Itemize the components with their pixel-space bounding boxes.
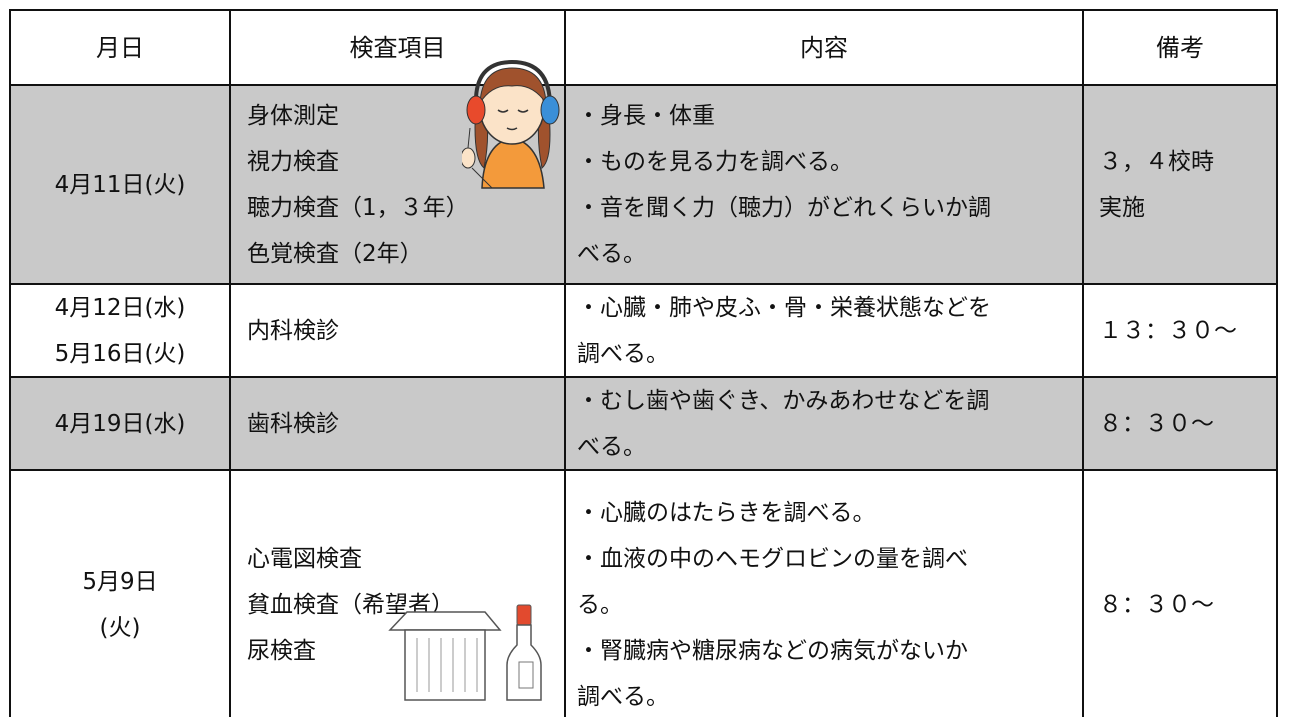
- cell-text: ・身長・体重: [577, 102, 715, 129]
- cell-text: 歯科検診: [247, 410, 339, 437]
- cell-text: ８：３０～: [1099, 592, 1214, 618]
- cell-text: 視力検査: [247, 148, 339, 175]
- cell-text: (火): [99, 615, 141, 641]
- cell-text: ８：３０～: [1099, 410, 1214, 437]
- row-border: [9, 84, 1278, 86]
- row-border: [9, 469, 1278, 471]
- urine-test-illustration: [388, 604, 542, 701]
- header-text: 月日: [96, 33, 144, 62]
- column-border: [9, 10, 11, 717]
- cell-text: 色覚検査（2年）: [247, 240, 423, 267]
- cell-text: 尿検査: [247, 638, 316, 664]
- cell-text: 実施: [1099, 194, 1145, 221]
- cell-text: 聴力検査（1，３年）: [247, 194, 469, 221]
- cell-text: ３，４校時: [1099, 148, 1214, 175]
- cell-text: ・音を聞く力（聴力）がどれくらいか調: [577, 194, 991, 221]
- header-cell: 内容: [565, 10, 1083, 85]
- row-border: [9, 376, 1278, 378]
- column-border: [1082, 10, 1084, 717]
- note-cell: １３：３０～: [1083, 284, 1277, 377]
- content-cell: ・心臓・肺や皮ふ・骨・栄養状態などを 調べる。: [565, 284, 1083, 377]
- cell-text: べる。: [577, 433, 646, 460]
- content-cell: ・むし歯や歯ぐき、かみあわせなどを調 べる。: [565, 377, 1083, 470]
- cell-text: ・腎臓病や糖尿病などの病気がないか: [577, 638, 968, 664]
- note-cell: ３，４校時実施: [1083, 85, 1277, 284]
- row-background: [10, 85, 1277, 284]
- column-border: [564, 10, 566, 717]
- cell-text: ・心臓のはたらきを調べる。: [577, 500, 876, 526]
- cell-text: １３：３０～: [1099, 317, 1237, 344]
- date-cell: 4月11日(火): [10, 85, 230, 284]
- cell-text: 調べる。: [577, 340, 669, 367]
- header-cell: 検査項目: [230, 10, 565, 85]
- cell-text: 心電図検査: [247, 546, 362, 572]
- cell-text: 身体測定: [247, 102, 339, 129]
- row-border: [9, 9, 1278, 11]
- column-border: [229, 10, 231, 717]
- content-cell: ・心臓のはたらきを調べる。・血液の中のヘモグロビンの量を調べ る。・腎臓病や糖尿病…: [565, 470, 1083, 717]
- cell-text: ・血液の中のヘモグロビンの量を調べ: [577, 546, 968, 572]
- cell-text: る。: [577, 592, 623, 618]
- date-cell: 4月12日(水) 5月16日(火): [10, 284, 230, 377]
- cell-text: 調べる。: [577, 684, 669, 710]
- header-text: 備考: [1156, 33, 1204, 62]
- cell-text: 4月12日(水): [54, 294, 186, 321]
- note-cell: ８：３０～: [1083, 470, 1277, 717]
- date-cell: 4月19日(水): [10, 377, 230, 470]
- girl-illustration: [462, 59, 560, 189]
- header-text: 検査項目: [349, 33, 446, 62]
- cell-text: 5月16日(火): [54, 340, 186, 367]
- cell-text: 5月9日: [82, 569, 158, 595]
- header-cell: 月日: [10, 10, 230, 85]
- items-cell: 身体測定視力検査聴力検査（1，３年） 色覚検査（2年）: [230, 85, 565, 284]
- cell-text: 4月19日(水): [54, 410, 186, 437]
- header-cell: 備考: [1083, 10, 1277, 85]
- row-background: [10, 377, 1277, 470]
- cell-text: べる。: [577, 240, 646, 267]
- content-cell: ・身長・体重・ものを見る力を調べる。・音を聞く力（聴力）がどれくらいか調 べる。: [565, 85, 1083, 284]
- items-cell: 心電図検査 貧血検査（希望者） 尿検査: [230, 470, 565, 717]
- note-cell: ８：３０～: [1083, 377, 1277, 470]
- items-cell: 歯科検診: [230, 377, 565, 470]
- header-text: 内容: [800, 33, 848, 62]
- items-cell: 内科検診: [230, 284, 565, 377]
- column-border: [1276, 10, 1278, 717]
- cell-text: 4月11日(火): [54, 171, 186, 198]
- cell-text: ・心臓・肺や皮ふ・骨・栄養状態などを: [577, 294, 991, 321]
- cell-text: ・むし歯や歯ぐき、かみあわせなどを調: [577, 387, 990, 414]
- row-border: [9, 283, 1278, 285]
- cell-text: 内科検診: [247, 317, 339, 344]
- cell-text: ・ものを見る力を調べる。: [577, 148, 853, 175]
- date-cell: 5月9日 (火): [10, 470, 230, 717]
